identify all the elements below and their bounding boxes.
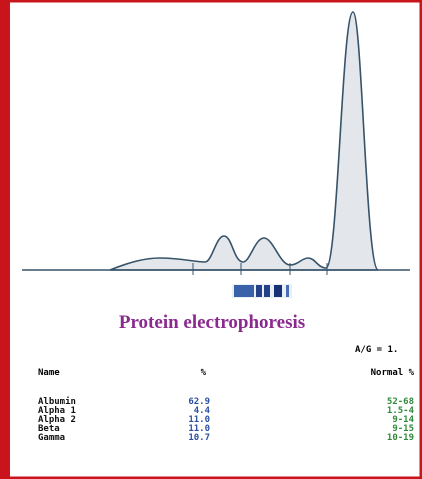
row-normal: 1.5-4 bbox=[387, 406, 415, 416]
row-percent: 4.4 bbox=[194, 406, 211, 416]
header-name: Name bbox=[38, 368, 60, 378]
table-rows: Albumin 62.9 52-68 Alpha 1 4.4 1.5-4 Alpha 2 11… bbox=[38, 396, 415, 443]
row-name: Beta bbox=[38, 424, 60, 434]
gel-strip bbox=[232, 284, 292, 298]
row-name: Alpha 1 bbox=[38, 406, 76, 416]
row-normal: 52-68 bbox=[387, 397, 414, 407]
row-normal: 9-15 bbox=[392, 424, 414, 434]
row-name: Alpha 2 bbox=[38, 415, 76, 425]
header-normal: Normal % bbox=[371, 368, 415, 378]
row-percent: 62.9 bbox=[188, 397, 210, 407]
header-percent: % bbox=[201, 368, 207, 378]
row-normal: 9-14 bbox=[392, 415, 414, 425]
report-title: Protein electrophoresis bbox=[119, 312, 305, 333]
row-normal: 10-19 bbox=[387, 433, 414, 443]
row-percent: 10.7 bbox=[188, 433, 210, 443]
row-percent: 11.0 bbox=[188, 415, 210, 425]
row-percent: 11.0 bbox=[188, 424, 210, 434]
fraction-dividers bbox=[192, 263, 328, 275]
left-bar bbox=[0, 0, 10, 479]
row-name: Gamma bbox=[38, 433, 65, 443]
row-name: Albumin bbox=[38, 396, 76, 407]
ag-ratio: A/G = 1. bbox=[355, 345, 398, 355]
